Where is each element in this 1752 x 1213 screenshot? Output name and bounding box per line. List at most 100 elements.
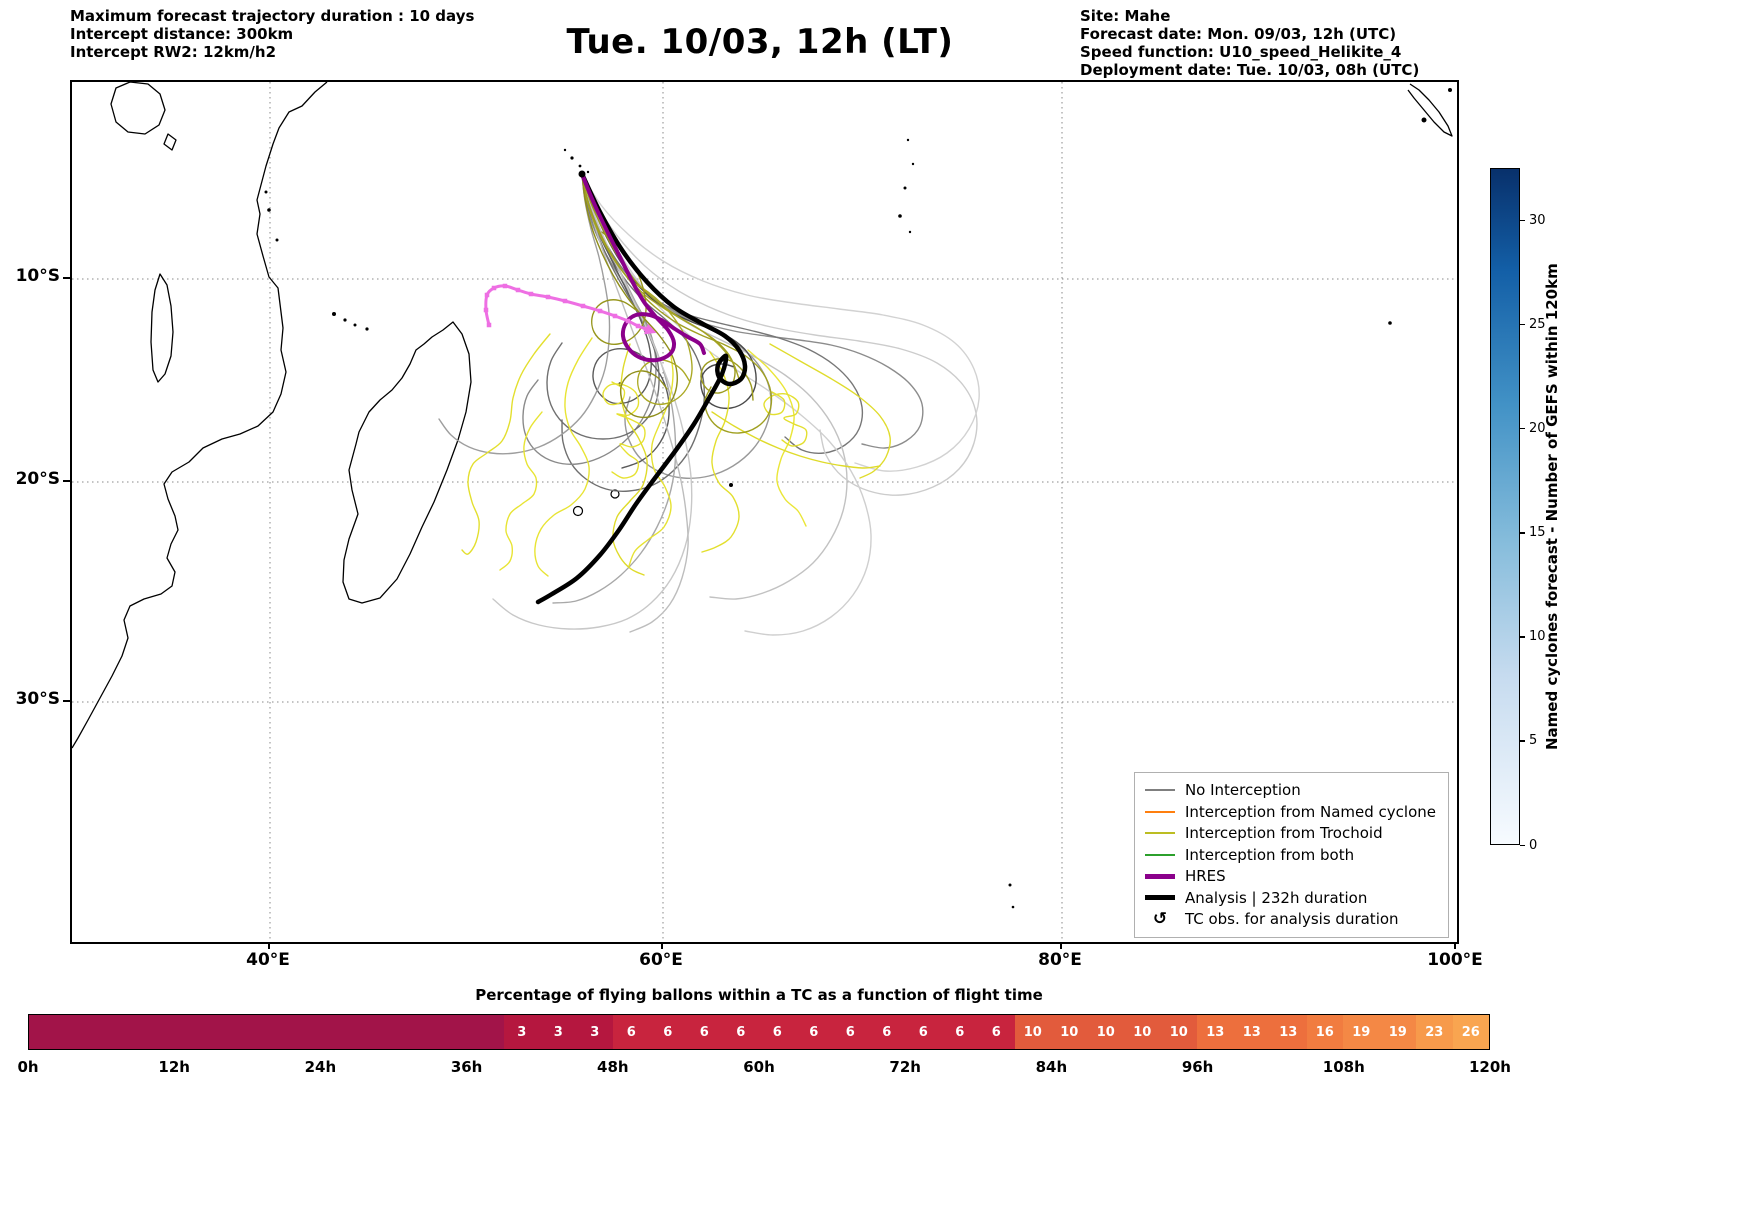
legend-item-label: TC obs. for analysis duration: [1184, 910, 1399, 929]
trajectory-trochoid-yellow: [461, 333, 551, 555]
trajectory-no-interception: [581, 173, 670, 469]
flight-time-cell: 10: [1160, 1015, 1197, 1049]
flight-time-bar: 3 3 3 6 6 6 6 6 6 6 6 6 6 6 10 10 10 10 10 13 13 13 16 19 19 23 26: [28, 1014, 1490, 1050]
flight-time-hour-label: 84h: [1035, 1058, 1068, 1076]
legend-line-swatch: [1144, 895, 1175, 901]
trajectory-no-interception: [546, 173, 660, 440]
trajectory-trochoid-yellow: [701, 351, 740, 553]
flight-time-cell: 3: [576, 1015, 613, 1049]
trajectory-trochoid-yellow: [534, 337, 593, 577]
flight-time-cell-value: 23: [1425, 1024, 1444, 1040]
colorbar-label: Named cyclones forecast - Number of GEFS…: [1543, 263, 1561, 750]
legend-item-label: Analysis | 232h duration: [1184, 888, 1368, 907]
flight-time-cell-value: 3: [553, 1024, 563, 1040]
trajectory-no-interception: [492, 173, 693, 630]
colorbar-tick: [1520, 532, 1525, 534]
colorbar-tick: [1520, 844, 1525, 846]
island-speck: [586, 170, 590, 174]
coastline: [1407, 83, 1453, 137]
coastline: [110, 82, 166, 135]
island-speck: [578, 164, 582, 168]
coastline: [72, 82, 328, 749]
flight-time-hour-label: 12h: [158, 1058, 190, 1076]
flight-time-cell: 6: [868, 1015, 905, 1049]
flight-time-cell: 6: [795, 1015, 832, 1049]
trajectory-trochoid-olive: [581, 173, 754, 401]
flight-time-cell: 19: [1379, 1015, 1416, 1049]
flight-time-cell: [211, 1015, 248, 1049]
y-axis-tick: [63, 480, 70, 482]
flight-time-cell: 13: [1270, 1015, 1307, 1049]
legend-item: Interception from Named cyclone: [1144, 801, 1436, 823]
island-speck: [275, 238, 279, 242]
flight-time-hour-label: 0h: [17, 1058, 39, 1076]
flight-time-cell: [394, 1015, 431, 1049]
island-speck: [1011, 905, 1015, 909]
x-axis-tick-label: 80°E: [1038, 950, 1082, 970]
y-axis-tick-label: 20°S: [15, 469, 60, 489]
launch-point: [578, 170, 586, 178]
colorbar-tick: [1520, 427, 1525, 430]
trajectory-analysis: [535, 171, 748, 605]
header-right-line: Forecast date: Mon. 09/03, 12h (UTC): [1080, 25, 1397, 43]
x-axis-tick: [1454, 942, 1456, 949]
trajectory-no-interception: [581, 173, 689, 633]
flight-time-cell: [65, 1015, 102, 1049]
flight-time-cell: 10: [1087, 1015, 1124, 1049]
flight-time-cell: 6: [905, 1015, 942, 1049]
tc-observed-marker: [515, 287, 521, 293]
map-panel: No Interception Interception from Named c…: [70, 80, 1459, 944]
flight-time-cell: 10: [1124, 1015, 1161, 1049]
legend-line-swatch: [1144, 853, 1175, 856]
flight-time-cell: [175, 1015, 212, 1049]
flight-time-cell-value: 6: [845, 1024, 855, 1040]
tc-observed-arrowhead: [644, 323, 657, 335]
flight-time-cell: 13: [1197, 1015, 1234, 1049]
trajectory-no-interception: [561, 173, 706, 492]
tc-observed-marker: [528, 291, 534, 297]
colorbar-tick: [1520, 636, 1525, 638]
flight-time-cell: 6: [978, 1015, 1015, 1049]
header-left-line: Maximum forecast trajectory duration : 1…: [70, 7, 475, 25]
island-speck: [570, 156, 574, 160]
flight-time-cell: 13: [1233, 1015, 1270, 1049]
flight-time-cell: [357, 1015, 394, 1049]
flight-time-cell-value: 6: [663, 1024, 673, 1040]
flight-time-cell: 3: [503, 1015, 540, 1049]
colorbar: [1490, 168, 1520, 845]
tc-obs-symbol-icon: ↺: [1152, 908, 1168, 929]
y-axis-tick-label: 10°S: [15, 266, 60, 286]
trajectory-trochoid-yellow: [602, 381, 646, 479]
flight-time-cell: [467, 1015, 504, 1049]
legend-item: Analysis | 232h duration: [1144, 887, 1436, 909]
tc-observed-marker: [580, 303, 586, 309]
tc-observed-marker: [545, 294, 551, 300]
tc-observed-marker: [597, 308, 603, 314]
tc-observed-marker: [486, 322, 492, 328]
flight-time-hour-label: 24h: [304, 1058, 337, 1076]
legend-line-swatch: [1144, 789, 1175, 792]
legend-item: Interception from Trochoid: [1144, 823, 1436, 845]
colorbar-tick: [1520, 740, 1525, 742]
tc-observed-marker: [491, 285, 497, 291]
flight-time-cell: 6: [649, 1015, 686, 1049]
flight-time-cell: 16: [1306, 1015, 1343, 1049]
flight-time-cell: 19: [1343, 1015, 1380, 1049]
flight-time-cell: [102, 1015, 139, 1049]
island-speck: [563, 148, 567, 152]
map-canvas: [72, 82, 1457, 942]
trajectory-trochoid-olive: [581, 173, 740, 380]
legend-item: No Interception: [1144, 780, 1436, 802]
tc-observed-marker: [502, 283, 508, 289]
flight-time-cell-value: 6: [626, 1024, 636, 1040]
flight-time-cell-value: 10: [1096, 1024, 1115, 1040]
flight-time-cell: 6: [722, 1015, 759, 1049]
flight-time-cell: 3: [540, 1015, 577, 1049]
flight-time-cell: [321, 1015, 358, 1049]
island-speck: [898, 214, 902, 218]
flight-time-hour-label: 48h: [597, 1058, 629, 1076]
flight-time-cell: 6: [941, 1015, 978, 1049]
colorbar-tick-label: 15: [1529, 525, 1546, 541]
flight-time-cell: 10: [1051, 1015, 1088, 1049]
trajectory-no-interception: [581, 173, 872, 636]
